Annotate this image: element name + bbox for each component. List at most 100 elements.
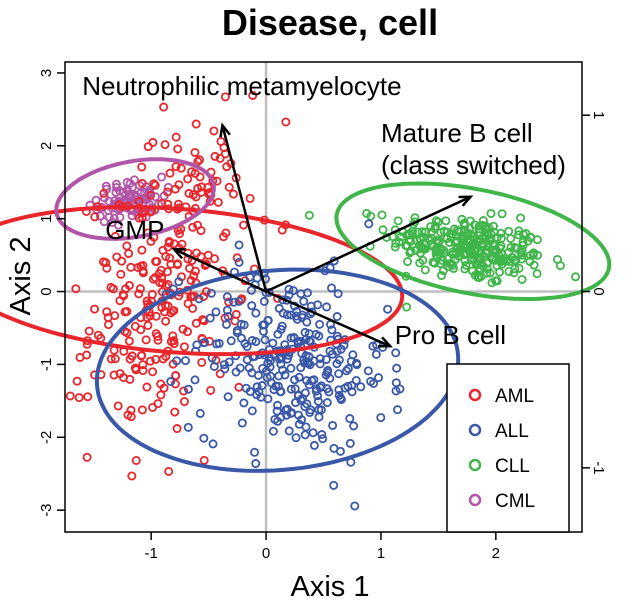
data-point: [222, 292, 232, 302]
loading-arrow-shaft: [265, 195, 472, 293]
data-point: [183, 174, 193, 184]
series-points-cll: [304, 208, 581, 312]
data-point: [280, 370, 290, 380]
data-point: [179, 397, 189, 407]
data-point: [284, 290, 294, 300]
data-point: [135, 284, 145, 294]
x-tick-label: 0: [262, 545, 270, 562]
data-point: [314, 412, 324, 422]
y-tick-label: -1: [38, 358, 55, 371]
loading-arrow-shaft: [173, 248, 267, 293]
data-point: [210, 151, 220, 161]
data-point: [532, 235, 542, 245]
x-tick-label: 2: [492, 545, 500, 562]
data-point: [168, 331, 178, 341]
data-point: [478, 220, 488, 230]
data-point: [325, 346, 335, 356]
data-point: [247, 406, 257, 416]
data-point: [137, 208, 147, 218]
legend-label: CML: [495, 491, 535, 512]
data-point: [209, 126, 219, 136]
data-point: [179, 386, 189, 396]
secondary-y-tick-label: 1: [590, 111, 607, 119]
data-point: [265, 362, 275, 372]
y-axis-title: Axis 2: [5, 237, 37, 316]
data-point: [174, 277, 184, 287]
data-point: [420, 265, 430, 275]
data-point: [517, 274, 527, 284]
data-point: [393, 216, 403, 226]
data-point: [487, 278, 497, 288]
data-point: [391, 378, 401, 388]
data-point: [169, 336, 179, 346]
data-point: [327, 325, 337, 335]
data-point: [311, 329, 321, 339]
data-point: [215, 153, 225, 163]
data-point: [393, 405, 403, 415]
data-point: [150, 192, 160, 202]
data-point: [395, 384, 405, 394]
data-point: [504, 226, 514, 236]
data-point: [349, 421, 359, 431]
data-point: [402, 302, 412, 312]
data-point: [273, 416, 283, 426]
data-point: [460, 248, 470, 258]
data-point: [156, 265, 166, 275]
data-point: [486, 208, 496, 218]
data-point: [324, 387, 334, 397]
data-point: [315, 359, 325, 369]
data-point: [441, 216, 451, 226]
data-point: [208, 439, 218, 449]
data-point: [471, 244, 481, 254]
data-point: [258, 320, 268, 330]
data-point: [102, 307, 112, 317]
data-point: [93, 330, 103, 340]
data-point: [90, 212, 100, 222]
data-point: [289, 332, 299, 342]
data-point: [276, 359, 286, 369]
data-point: [231, 309, 241, 319]
series-points-aml: [65, 90, 291, 481]
data-point: [145, 185, 155, 195]
ellipse-cml: [54, 157, 216, 241]
data-point: [65, 391, 75, 401]
data-point: [294, 419, 304, 429]
data-point: [340, 383, 350, 393]
data-point: [286, 310, 296, 320]
data-point: [433, 246, 443, 256]
data-point: [131, 455, 141, 465]
data-point: [350, 501, 360, 511]
data-point: [496, 228, 506, 238]
data-point: [492, 261, 502, 271]
data-point: [148, 367, 158, 377]
data-point: [488, 239, 498, 249]
data-point: [195, 172, 205, 182]
data-point: [345, 414, 355, 424]
data-point: [151, 311, 161, 321]
data-point: [373, 373, 383, 383]
data-point: [183, 299, 193, 309]
data-point: [308, 428, 318, 438]
data-point: [304, 380, 314, 390]
data-point: [442, 234, 452, 244]
data-point: [168, 284, 178, 294]
secondary-y-tick-label: 0: [590, 287, 607, 295]
data-point: [532, 269, 542, 279]
data-point: [263, 394, 273, 404]
data-point: [437, 271, 447, 281]
data-point: [416, 235, 426, 245]
data-point: [188, 190, 198, 200]
data-point: [315, 319, 325, 329]
data-point: [161, 251, 171, 261]
data-point: [141, 335, 151, 345]
data-point: [187, 167, 197, 177]
legend-marker: [468, 423, 482, 437]
data-point: [302, 317, 312, 327]
data-point: [102, 263, 112, 273]
data-point: [193, 220, 203, 230]
data-point: [239, 398, 249, 408]
data-point: [201, 287, 211, 297]
data-point: [138, 268, 148, 278]
data-point: [206, 385, 216, 395]
data-point: [101, 258, 111, 268]
